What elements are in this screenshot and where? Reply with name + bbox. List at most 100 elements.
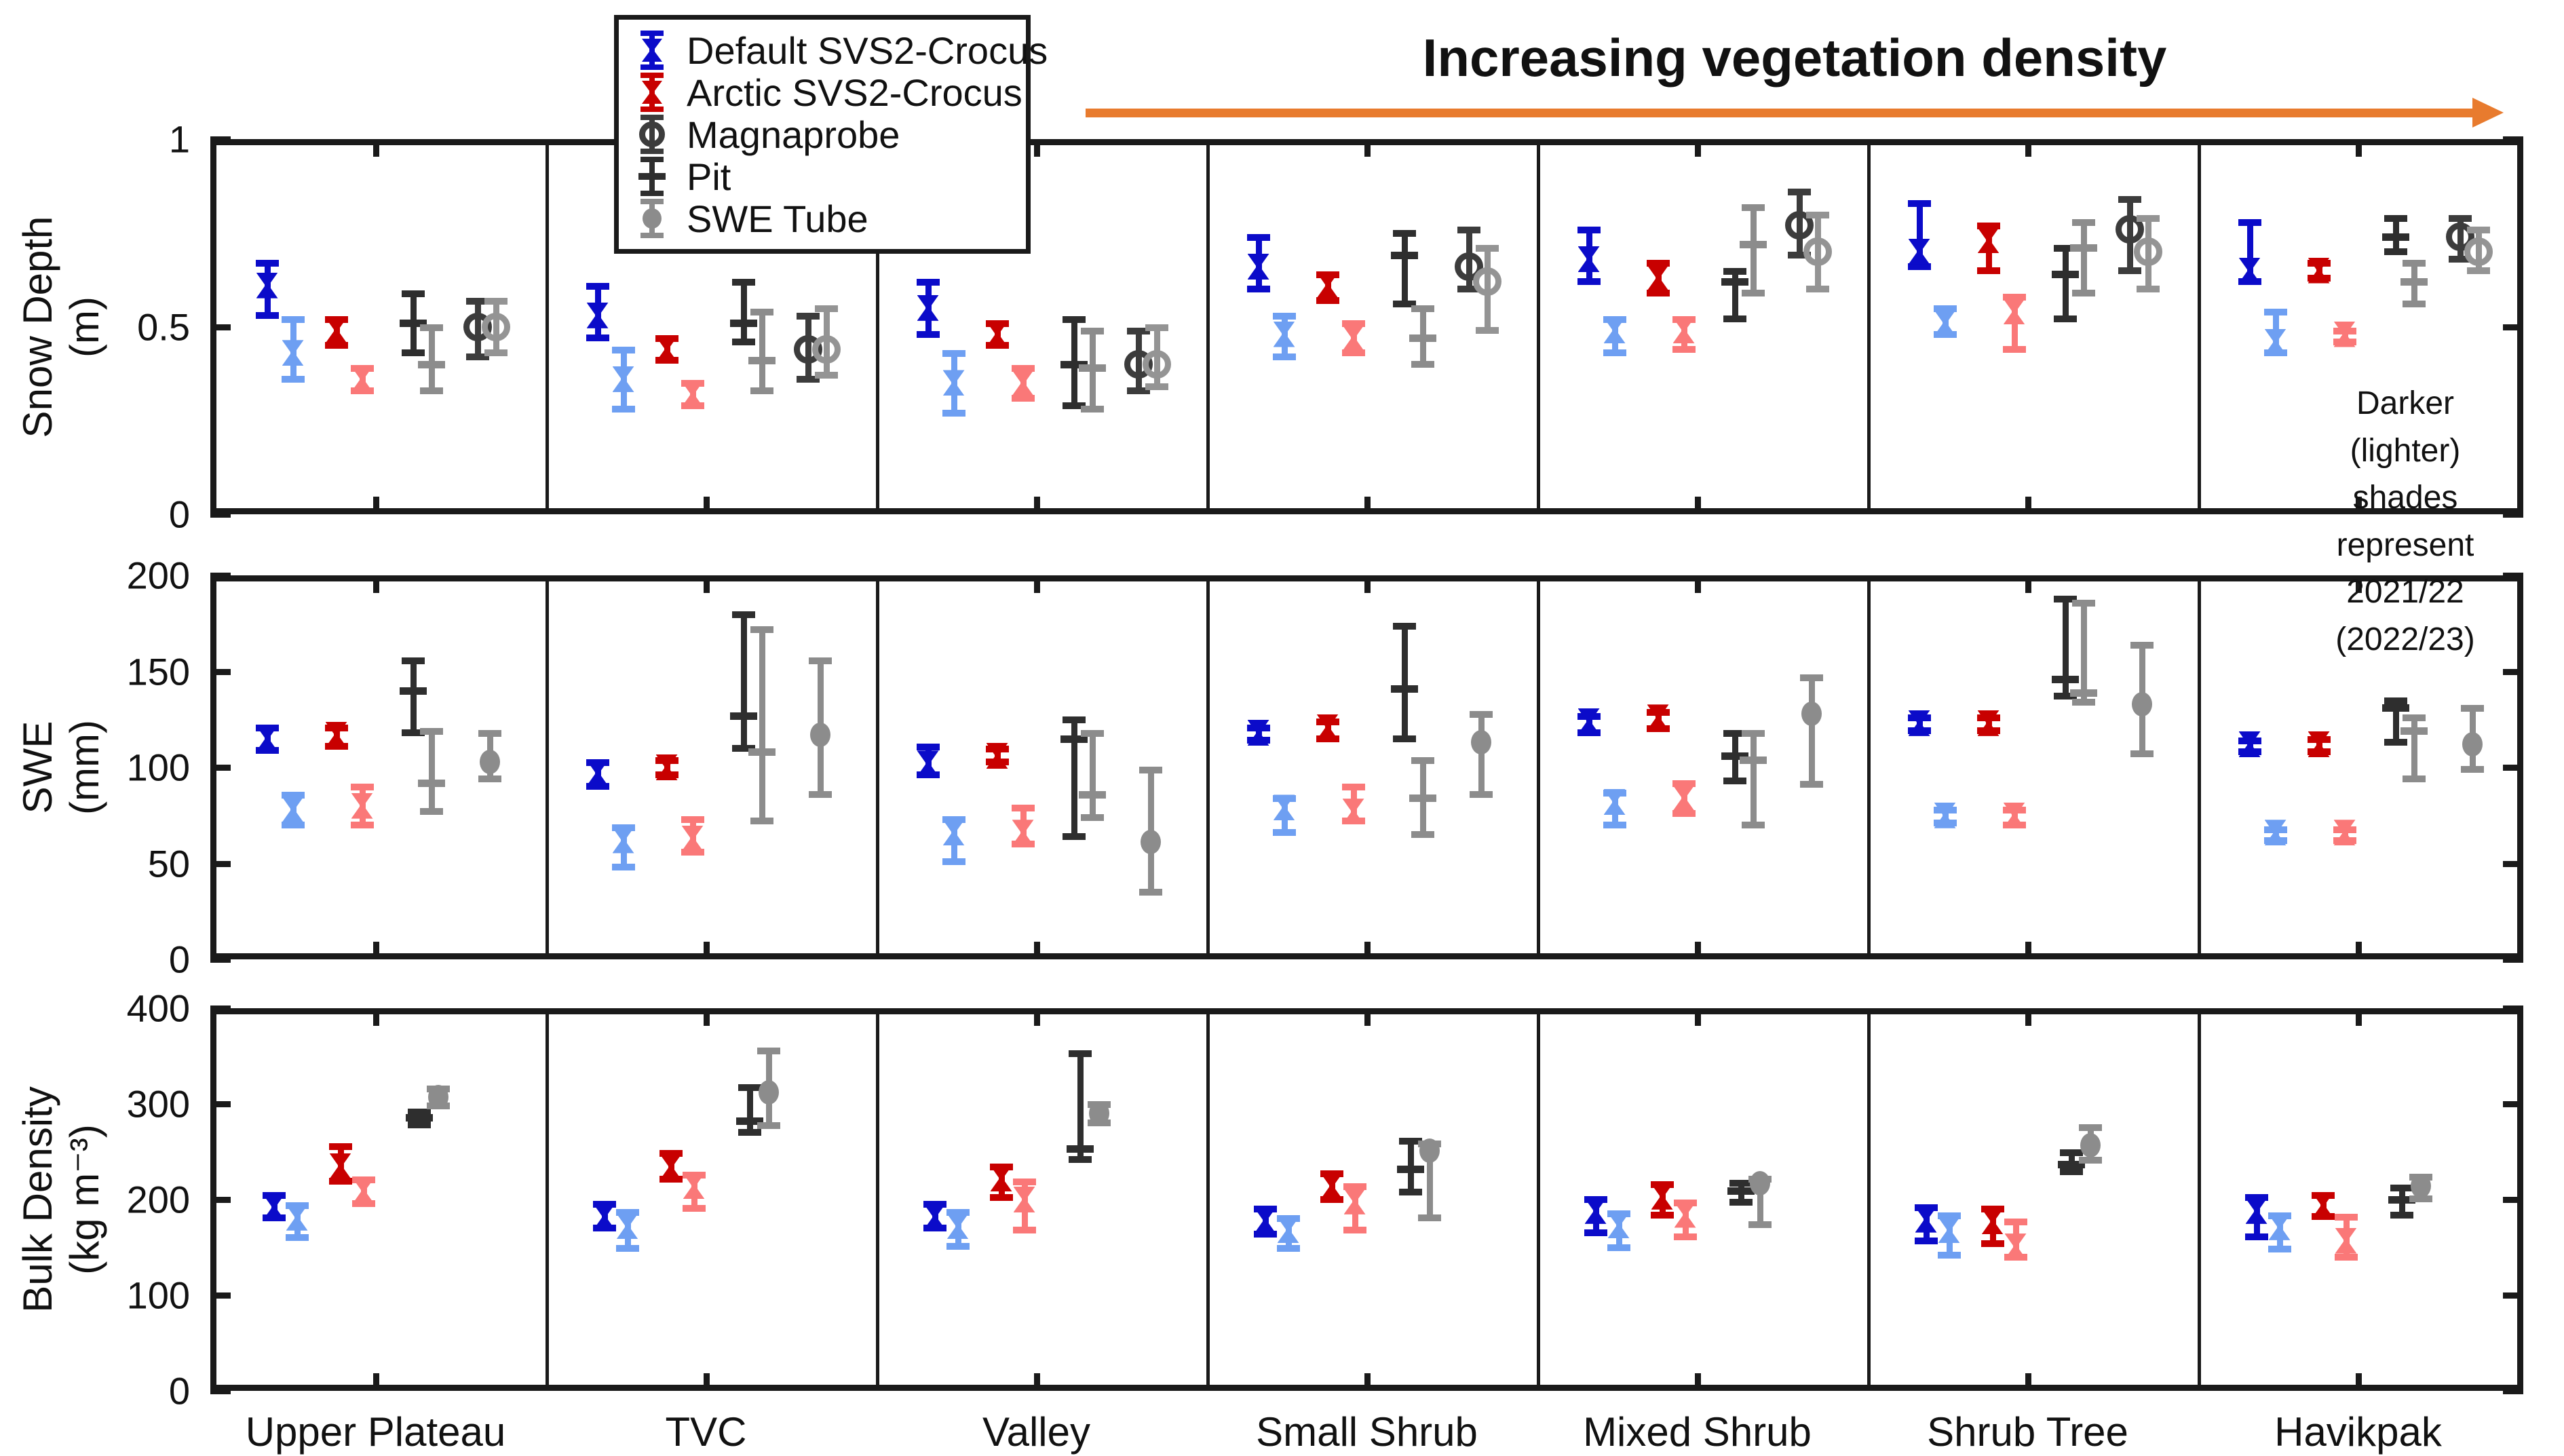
errorbar-snow_depth-small-shrub-default_light-cap-top bbox=[1272, 312, 1296, 320]
y-tick-right bbox=[2503, 324, 2523, 330]
null bbox=[639, 121, 665, 147]
errorbar-snow_depth-small-shrub-pit_dark-marker bbox=[1390, 252, 1418, 260]
errorbar-snow_depth-upper-plateau-magnaprobe_light-marker bbox=[481, 312, 510, 341]
errorbar-bulk_density-mixed-shrub-pit_dark-cap-bottom bbox=[1729, 1199, 1753, 1206]
errorbar-snow_depth-havikpak-magnaprobe_dark-cap-bottom bbox=[2448, 255, 2472, 263]
errorbar-swe-shrub-tree-pit_light-cap-top bbox=[2071, 599, 2095, 607]
x-axis-label-upper-plateau: Upper Plateau bbox=[245, 1409, 506, 1455]
panel-divider bbox=[2198, 581, 2201, 953]
errorbar-bulk_density-tvc-default_light-cap-bottom bbox=[615, 1244, 639, 1252]
errorbar-snow_depth-valley-default_dark-cap-top bbox=[916, 279, 940, 286]
crossbar-icon bbox=[636, 157, 668, 196]
legend-label: Arctic SVS2-Crocus bbox=[687, 71, 1022, 114]
errorbar-snow_depth-upper-plateau-default_light-cap-top bbox=[281, 316, 305, 324]
errorbar-snow_depth-valley-magnaprobe_light-marker bbox=[1142, 349, 1171, 379]
y-axis-label-snow_depth: Snow Depth (m) bbox=[14, 216, 108, 438]
errorbar-snow_depth-tvc-default_light-cap-bottom bbox=[611, 406, 635, 413]
errorbar-swe-small-shrub-pit_light-cap-top bbox=[1411, 756, 1434, 764]
x-tick-top bbox=[2355, 575, 2362, 593]
errorbar-swe-mixed-shrub-pit_light-marker bbox=[1739, 756, 1767, 764]
errorbar-snow_depth-valley-default_light-cap-top bbox=[942, 350, 965, 358]
x-tick-bottom bbox=[2355, 942, 2362, 959]
x-tick-bottom bbox=[2355, 497, 2362, 514]
x-tick-bottom bbox=[703, 497, 710, 514]
errorbar-snow_depth-mixed-shrub-pit_light-cap-bottom bbox=[1741, 289, 1765, 296]
x-tick-top bbox=[703, 575, 710, 593]
errorbar-snow_depth-tvc-pit_dark-cap-bottom bbox=[731, 338, 755, 345]
y-tick-right bbox=[2503, 1101, 2523, 1107]
errorbar-snow_depth-small-shrub-magnaprobe_light-marker bbox=[1472, 267, 1501, 296]
errorbar-snow_depth-valley-pit_dark-marker bbox=[1060, 360, 1088, 368]
errorbar-swe-tvc-pit_light-cap-top bbox=[750, 626, 773, 634]
errorbar-bulk_density-havikpak-swetube-marker bbox=[2410, 1174, 2431, 1199]
errorbar-bulk_density-havikpak-default_dark-cap-top bbox=[2244, 1193, 2268, 1201]
errorbar-bulk_density-havikpak-pit_dark-marker bbox=[2388, 1196, 2415, 1204]
y-axis-label-line1: Snow Depth bbox=[15, 216, 60, 438]
errorbar-bulk_density-shrub-tree-default_light-cap-bottom bbox=[1937, 1251, 1961, 1259]
errorbar-swe-valley-pit_dark-cap-top bbox=[1062, 716, 1086, 724]
errorbar-snow_depth-havikpak-pit_dark-cap-bottom bbox=[2384, 248, 2407, 255]
hourglass-icon bbox=[636, 73, 668, 112]
y-tick-left bbox=[210, 324, 231, 330]
y-tick-label: 300 bbox=[126, 1082, 190, 1126]
errorbar-swe-upper-plateau-pit_light-cap-top bbox=[419, 728, 443, 735]
panel-bulk_density bbox=[210, 1008, 2523, 1391]
errorbar-snow_depth-valley-arctic_light-cap-bottom bbox=[1011, 394, 1035, 402]
errorbar-snow_depth-valley-magnaprobe_dark-cap-bottom bbox=[1126, 387, 1150, 394]
y-tick-right bbox=[2503, 136, 2523, 142]
errorbar-snow_depth-mixed-shrub-pit_dark-cap-bottom bbox=[1723, 315, 1746, 323]
y-tick-left bbox=[210, 573, 231, 579]
errorbar-swe-mixed-shrub-arctic_light-cap-bottom bbox=[1672, 809, 1696, 817]
x-tick-bottom bbox=[1033, 1373, 1040, 1391]
errorbar-swe-upper-plateau-arctic_light-cap-bottom bbox=[350, 821, 374, 828]
x-tick-bottom bbox=[1033, 497, 1040, 514]
errorbar-snow_depth-tvc-pit_dark-marker bbox=[729, 319, 757, 327]
x-tick-top bbox=[1694, 1008, 1701, 1026]
errorbar-snow_depth-upper-plateau-magnaprobe_light-cap-top bbox=[484, 297, 508, 305]
errorbar-snow_depth-shrub-tree-pit_light-cap-top bbox=[2071, 218, 2095, 226]
errorbar-bulk_density-shrub-tree-pit_dark-marker bbox=[2057, 1160, 2085, 1168]
errorbar-snow_depth-valley-default_light-cap-bottom bbox=[942, 409, 965, 417]
errorbar-snow_depth-upper-plateau-default_dark-cap-top bbox=[255, 260, 279, 267]
errorbar-snow_depth-upper-plateau-default_dark-cap-bottom bbox=[255, 311, 279, 319]
errorbar-snow_depth-mixed-shrub-pit_light-marker bbox=[1739, 240, 1767, 248]
x-tick-bottom bbox=[1694, 1373, 1701, 1391]
errorbar-snow_depth-shrub-tree-pit_dark-marker bbox=[2051, 271, 2079, 279]
errorbar-bulk_density-valley-pit_dark-cap-bottom bbox=[1068, 1155, 1092, 1163]
errorbar-snow_depth-upper-plateau-pit_dark-cap-bottom bbox=[401, 349, 425, 357]
errorbar-swe-shrub-tree-pit_light-marker bbox=[2069, 689, 2097, 697]
x-tick-bottom bbox=[1364, 942, 1371, 959]
x-axis-label-valley: Valley bbox=[982, 1409, 1090, 1455]
hourglass-icon bbox=[636, 31, 668, 70]
errorbar-bulk_density-tvc-pit_dark-marker bbox=[735, 1117, 763, 1126]
errorbar-snow_depth-upper-plateau-default_light-cap-bottom bbox=[281, 375, 305, 383]
errorbar-bulk_density-valley-arctic_light-cap-top bbox=[1012, 1179, 1036, 1186]
errorbar-snow_depth-shrub-tree-pit_dark-line bbox=[2062, 248, 2069, 320]
errorbar-bulk_density-valley-pit_dark-cap-top bbox=[1068, 1050, 1092, 1058]
errorbar-snow_depth-upper-plateau-pit_light-line bbox=[428, 326, 435, 391]
errorbar-swe-tvc-pit_light-cap-bottom bbox=[750, 818, 773, 825]
errorbar-bulk_density-valley-arctic_light-cap-bottom bbox=[1012, 1227, 1036, 1234]
errorbar-bulk_density-small-shrub-pit_dark-marker bbox=[1396, 1165, 1424, 1173]
legend-glyph-cap-bottom bbox=[640, 149, 664, 154]
errorbar-snow_depth-small-shrub-arctic_light-cap-top bbox=[1341, 320, 1365, 327]
errorbar-snow_depth-mixed-shrub-magnaprobe_light-cap-bottom bbox=[1805, 286, 1829, 293]
errorbar-snow_depth-mixed-shrub-pit_light-line bbox=[1750, 206, 1757, 293]
errorbar-swe-upper-plateau-arctic_light-cap-top bbox=[350, 784, 374, 791]
errorbar-swe-tvc-default_light-cap-bottom bbox=[611, 864, 635, 871]
errorbar-snow_depth-tvc-pit_light-cap-bottom bbox=[750, 387, 773, 394]
errorbar-bulk_density-valley-arctic_dark-cap-bottom bbox=[989, 1194, 1013, 1202]
errorbar-bulk_density-mixed-shrub-pit_dark-marker bbox=[1727, 1187, 1755, 1195]
errorbar-swe-havikpak-pit_dark-marker bbox=[2381, 704, 2409, 712]
errorbar-snow_depth-shrub-tree-default_dark-line bbox=[1916, 203, 1923, 267]
x-tick-top bbox=[1364, 575, 1371, 593]
errorbar-snow_depth-shrub-tree-pit_light-line bbox=[2080, 221, 2087, 293]
x-tick-bottom bbox=[1694, 942, 1701, 959]
y-tick-label: 50 bbox=[147, 842, 190, 885]
errorbar-snow_depth-shrub-tree-magnaprobe_light-marker bbox=[2133, 237, 2162, 266]
errorbar-bulk_density-mixed-shrub-pit_dark-cap-top bbox=[1729, 1179, 1753, 1187]
errorbar-swe-havikpak-pit_light-line bbox=[2411, 717, 2417, 779]
legend-item-arctic_dark: Arctic SVS2-Crocus bbox=[636, 71, 1022, 114]
errorbar-snow_depth-upper-plateau-pit_light-marker bbox=[417, 360, 445, 368]
errorbar-snow_depth-upper-plateau-magnaprobe_dark-cap-bottom bbox=[465, 353, 489, 360]
